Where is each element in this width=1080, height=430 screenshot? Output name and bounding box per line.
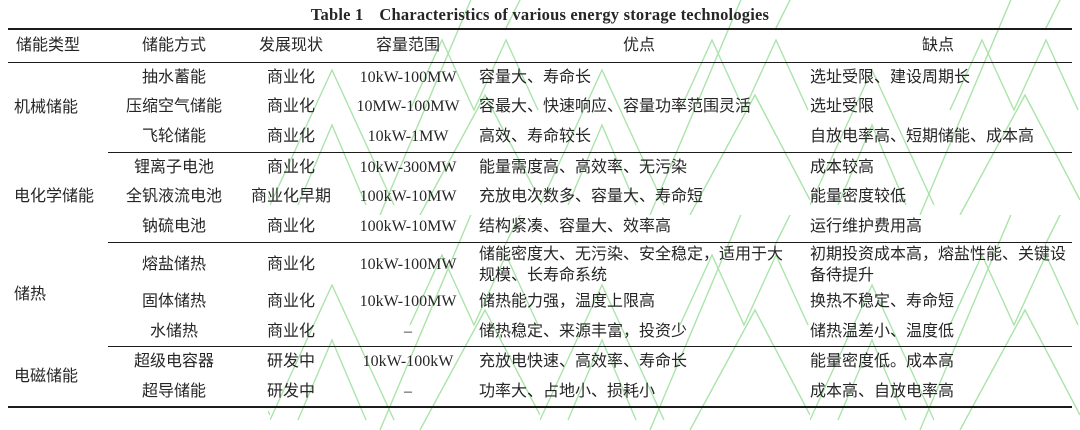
status-cell: 商业化	[240, 212, 342, 243]
status-cell: 商业化	[266, 98, 315, 116]
disadvantages-cell: 初期投资成本高，熔盐性能、关键设备待提升	[810, 245, 1067, 284]
advantages-cell: 高效、寿命较长	[474, 122, 804, 153]
table-row: 电磁储能 超级电容器 研发中 10kW-100kW 充放电快速、高效率、寿命长 …	[8, 347, 1072, 384]
status-cell: 商业化	[266, 68, 315, 86]
status-cell: 商业化	[266, 293, 315, 311]
advantages-cell: 结构紧凑、容量大、效率高	[474, 212, 804, 243]
status-cell: 商业化	[240, 316, 342, 348]
storage-method-cell: 锂离子电池	[133, 158, 214, 176]
disadvantages-cell: 选址受限	[810, 98, 875, 116]
table-row: 储热 熔盐储热 商业化 10kW-100MW 储能密度大、无污染、安全稳定，适用…	[8, 242, 1072, 303]
storage-type-cell: 电化学储能	[14, 188, 95, 206]
group-thermal: 储热 熔盐储热 商业化 10kW-100MW 储能密度大、无污染、安全稳定，适用…	[8, 242, 1072, 348]
storage-method-cell: 压缩空气储能	[125, 98, 222, 116]
storage-type-cell: 电磁储能	[14, 367, 79, 385]
capacity-cell: 10kW-100MW	[359, 68, 457, 86]
advantages-cell: 储热稳定、来源丰富，投资少	[474, 316, 804, 348]
advantages-cell: 充放电次数多、容量大、寿命短	[479, 188, 704, 206]
capacity-cell: 10MW-100MW	[356, 98, 460, 116]
table-row: 飞轮储能 商业化 10kW-1MW 高效、寿命较长 自放电率高、短期储能、成本高	[8, 122, 1072, 153]
disadvantages-cell: 储热温差小、温度低	[804, 316, 1072, 348]
capacity-cell: 100kW-10MW	[342, 212, 474, 243]
storage-method-cell: 固体储热	[141, 293, 206, 311]
storage-type-cell: 储热	[14, 285, 47, 303]
table-row: 电化学储能 锂离子电池 商业化 10kW-300MW 能量需度高、高效率、无污染…	[8, 152, 1072, 206]
status-cell: 商业化	[266, 256, 315, 274]
header-advantages: 优点	[474, 29, 804, 63]
capacity-cell: 10kW-1MW	[342, 122, 474, 153]
status-cell: 研发中	[266, 382, 315, 400]
table-row: 固体储热 商业化 10kW-100MW 储热能力强，温度上限高 换热不稳定、寿命…	[8, 287, 1072, 317]
disadvantages-cell: 选址受限、建设周期长	[810, 68, 971, 86]
capacity-cell: 100kW-10MW	[359, 188, 457, 206]
table-row: 超导储能 研发中 – 功率大、占地小、损耗小 成本高、自放电率高	[8, 377, 1072, 407]
storage-method-cell: 水储热	[108, 316, 240, 348]
header-disadvantages: 缺点	[804, 29, 1072, 63]
header-storage-method: 储能方式	[108, 29, 240, 63]
group-mechanical: 机械储能 抽水蓄能 商业化 10kW-100MW 容量大、寿命长 选址受限、建设…	[8, 62, 1072, 153]
table-header: 储能类型 储能方式 发展现状 容量范围 优点 缺点	[8, 29, 1072, 63]
advantages-cell: 功率大、占地小、损耗小	[479, 382, 656, 400]
storage-method-cell: 全钒液流电池	[125, 188, 222, 206]
status-cell: 商业化	[240, 122, 342, 153]
disadvantages-cell: 成本较高	[810, 158, 875, 176]
table-title: Table 1 Characteristics of various energy…	[0, 0, 1080, 28]
capacity-cell: –	[404, 382, 412, 400]
table-row: 压缩空气储能 商业化 10MW-100MW 容最大、快速响应、容量功率范围灵活 …	[8, 92, 1072, 122]
status-cell: 研发中	[266, 353, 315, 371]
group-electrochemical: 电化学储能 锂离子电池 商业化 10kW-300MW 能量需度高、高效率、无污染…	[8, 152, 1072, 243]
capacity-cell: 10kW-100MW	[359, 293, 457, 311]
storage-method-cell: 熔盐储热	[141, 256, 206, 274]
header-development-status: 发展现状	[240, 29, 342, 63]
advantages-cell: 储能密度大、无污染、安全稳定，适用于大规模、长寿命系统	[479, 245, 784, 284]
storage-method-cell: 飞轮储能	[108, 122, 240, 153]
storage-type-cell: 机械储能	[14, 98, 79, 116]
storage-method-cell: 超导储能	[141, 382, 206, 400]
table-number: Table 1	[310, 5, 364, 24]
header-storage-type: 储能类型	[8, 29, 108, 63]
disadvantages-cell: 成本高、自放电率高	[810, 382, 955, 400]
capacity-cell: 10kW-100kW	[362, 353, 454, 371]
capacity-cell: 10kW-100MW	[359, 256, 457, 274]
disadvantages-cell: 自放电率高、短期储能、成本高	[804, 122, 1072, 153]
disadvantages-cell: 换热不稳定、寿命短	[810, 293, 955, 311]
disadvantages-cell: 运行维护费用高	[804, 212, 1072, 243]
table-caption: Characteristics of various energy storag…	[379, 5, 770, 24]
storage-method-cell: 钠硫电池	[108, 212, 240, 243]
advantages-cell: 容量大、寿命长	[479, 68, 592, 86]
storage-method-cell: 抽水蓄能	[141, 68, 206, 86]
table-row: 全钒液流电池 商业化早期 100kW-10MW 充放电次数多、容量大、寿命短 能…	[8, 182, 1072, 212]
header-row: 储能类型 储能方式 发展现状 容量范围 优点 缺点	[8, 29, 1072, 63]
storage-method-cell: 超级电容器	[133, 353, 214, 371]
table-content: Table 1 Characteristics of various energy…	[0, 0, 1080, 408]
advantages-cell: 储热能力强，温度上限高	[479, 293, 656, 311]
advantages-cell: 容最大、快速响应、容量功率范围灵活	[479, 98, 752, 116]
status-cell: 商业化早期	[250, 188, 331, 206]
energy-storage-table: 储能类型 储能方式 发展现状 容量范围 优点 缺点 机械储能 抽水蓄能 商业化 …	[8, 28, 1072, 408]
advantages-cell: 充放电快速、高效率、寿命长	[479, 353, 688, 371]
disadvantages-cell: 能量密度低。成本高	[810, 353, 955, 371]
table-row: 机械储能 抽水蓄能 商业化 10kW-100MW 容量大、寿命长 选址受限、建设…	[8, 62, 1072, 116]
table-row: 钠硫电池 商业化 100kW-10MW 结构紧凑、容量大、效率高 运行维护费用高	[8, 212, 1072, 243]
capacity-cell: –	[342, 316, 474, 348]
group-electromagnetic: 电磁储能 超级电容器 研发中 10kW-100kW 充放电快速、高效率、寿命长 …	[8, 347, 1072, 407]
table-row: 水储热 商业化 – 储热稳定、来源丰富，投资少 储热温差小、温度低	[8, 316, 1072, 348]
status-cell: 商业化	[266, 158, 315, 176]
capacity-cell: 10kW-300MW	[359, 158, 457, 176]
advantages-cell: 能量需度高、高效率、无污染	[479, 158, 688, 176]
disadvantages-cell: 能量密度较低	[810, 188, 907, 206]
header-capacity-range: 容量范围	[342, 29, 474, 63]
